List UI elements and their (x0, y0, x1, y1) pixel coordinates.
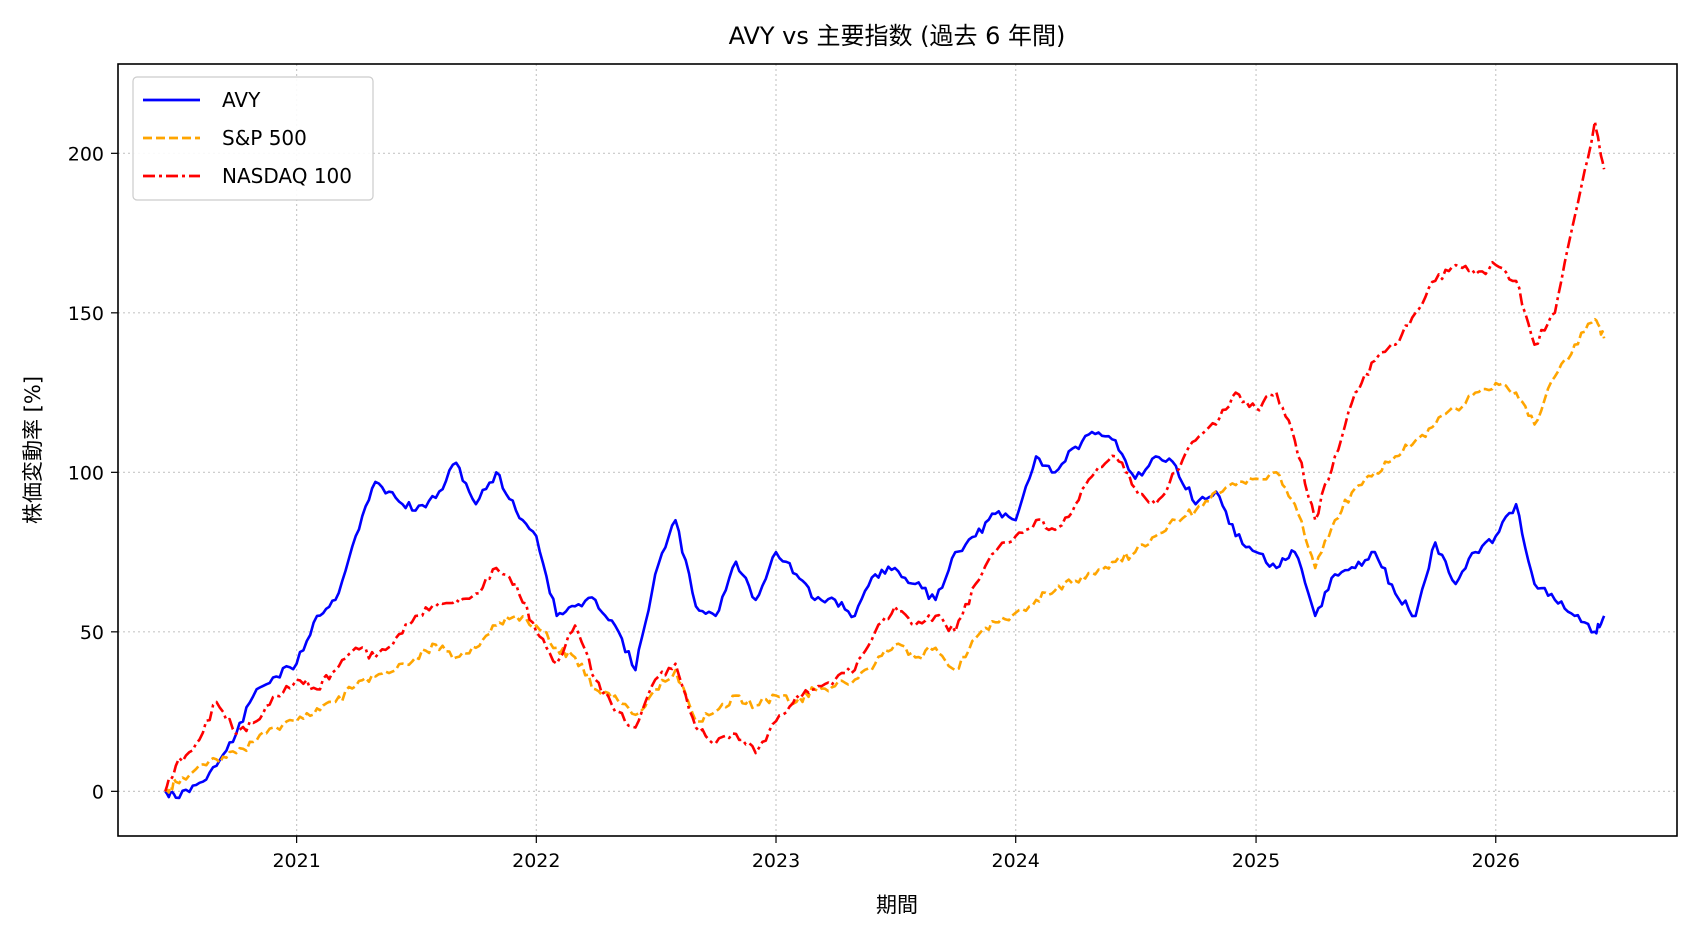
x-tick-label: 2024 (992, 850, 1040, 872)
legend: AVY S&P 500 NASDAQ 100 (132, 76, 374, 201)
grid (118, 64, 1677, 836)
x-tick-label: 2025 (1232, 850, 1280, 872)
y-tick-label: 100 (68, 462, 104, 484)
y-tick-label: 0 (92, 781, 104, 803)
x-axis-label: 期間 (876, 893, 918, 917)
y-tick-label: 50 (80, 622, 104, 644)
chart-title: AVY vs 主要指数 (過去 6 年間) (729, 22, 1066, 50)
legend-label: NASDAQ 100 (222, 164, 352, 188)
x-tick-label: 2023 (752, 850, 800, 872)
plot-area-frame (117, 63, 1678, 837)
y-tick-label: 150 (68, 303, 104, 325)
series-lines (164, 120, 1606, 800)
x-tick-label: 2021 (272, 850, 320, 872)
series-line-nasdaq-100 (164, 120, 1606, 792)
series-line-s-p-500 (164, 317, 1606, 794)
legend-label: S&P 500 (222, 126, 307, 150)
y-tick-label: 200 (68, 143, 104, 165)
axis-ticks: 2021 2022 2023 2024 2025 2026 0 50 100 150 200 (68, 143, 1520, 872)
series-line-avy (164, 430, 1606, 800)
x-tick-label: 2022 (512, 850, 560, 872)
y-axis-label: 株価変動率 [%] (21, 376, 45, 524)
legend-label: AVY (222, 88, 261, 112)
x-tick-label: 2026 (1472, 850, 1520, 872)
legend-box (132, 76, 374, 201)
